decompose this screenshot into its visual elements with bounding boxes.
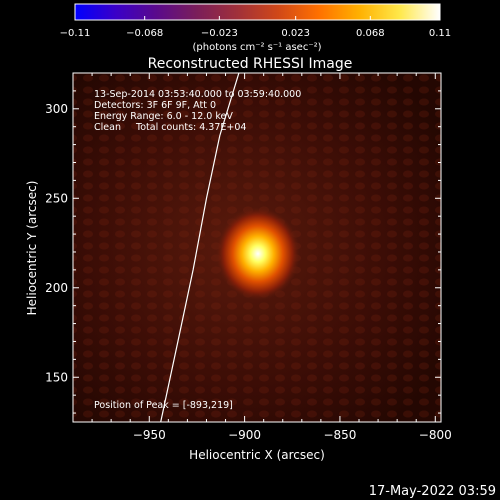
- x-tick-label: −950: [133, 428, 166, 442]
- y-axis-ticks: 150 200 250 300: [45, 72, 441, 414]
- annotation-clean-counts: Clean Total counts: 4.37E+04: [94, 122, 246, 133]
- colorbar-tick-label: −0.023: [201, 28, 238, 39]
- footer-timestamp: 17-May-2022 03:59: [369, 484, 496, 499]
- colorbar-gradient: [74, 3, 441, 21]
- colorbar-tick-label: 0.023: [281, 28, 310, 39]
- y-tick-label: 150: [45, 370, 68, 384]
- y-tick-label: 250: [45, 191, 68, 205]
- x-tick-label: −800: [419, 428, 452, 442]
- colorbar-ticks: −0.11 −0.068 −0.023 0.023 0.068 0.11: [60, 16, 451, 39]
- annotation-time-range: 13-Sep-2014 03:53:40.000 to 03:59:40.000: [94, 89, 301, 100]
- chart-title: Reconstructed RHESSI Image: [148, 56, 353, 72]
- annotation-detectors: Detectors: 3F 6F 9F, Att 0: [94, 100, 216, 111]
- colorbar-tick-label: −0.11: [60, 28, 91, 39]
- colorbar-tick-label: 0.068: [356, 28, 385, 39]
- x-axis-label: Heliocentric X (arcsec): [189, 448, 325, 462]
- plot-area: −950 −900 −850 −800 150 200 250 300 13-Sep-201…: [45, 72, 452, 442]
- x-tick-label: −850: [323, 428, 356, 442]
- flare-source: [216, 207, 300, 301]
- plot-frame: [72, 72, 442, 423]
- y-tick-label: 300: [45, 102, 68, 116]
- colorbar-tick-label: 0.11: [429, 28, 451, 39]
- annotation-peak-position: Position of Peak = [-893,219]: [94, 400, 233, 411]
- colorbar-unit-label: (photons cm⁻² s⁻¹ asec⁻²): [192, 42, 321, 53]
- solar-limb-line: [160, 73, 240, 422]
- y-tick-label: 200: [45, 281, 68, 295]
- colorbar-tick-label: −0.068: [126, 28, 163, 39]
- x-axis-ticks: −950 −900 −850 −800: [72, 73, 452, 442]
- x-tick-label: −900: [228, 428, 261, 442]
- colorbar: −0.11 −0.068 −0.023 0.023 0.068 0.11 (photons…: [60, 3, 451, 53]
- y-axis-label: Heliocentric Y (arcsec): [25, 181, 39, 316]
- annotation-energy-range: Energy Range: 6.0 - 12.0 keV: [94, 111, 233, 122]
